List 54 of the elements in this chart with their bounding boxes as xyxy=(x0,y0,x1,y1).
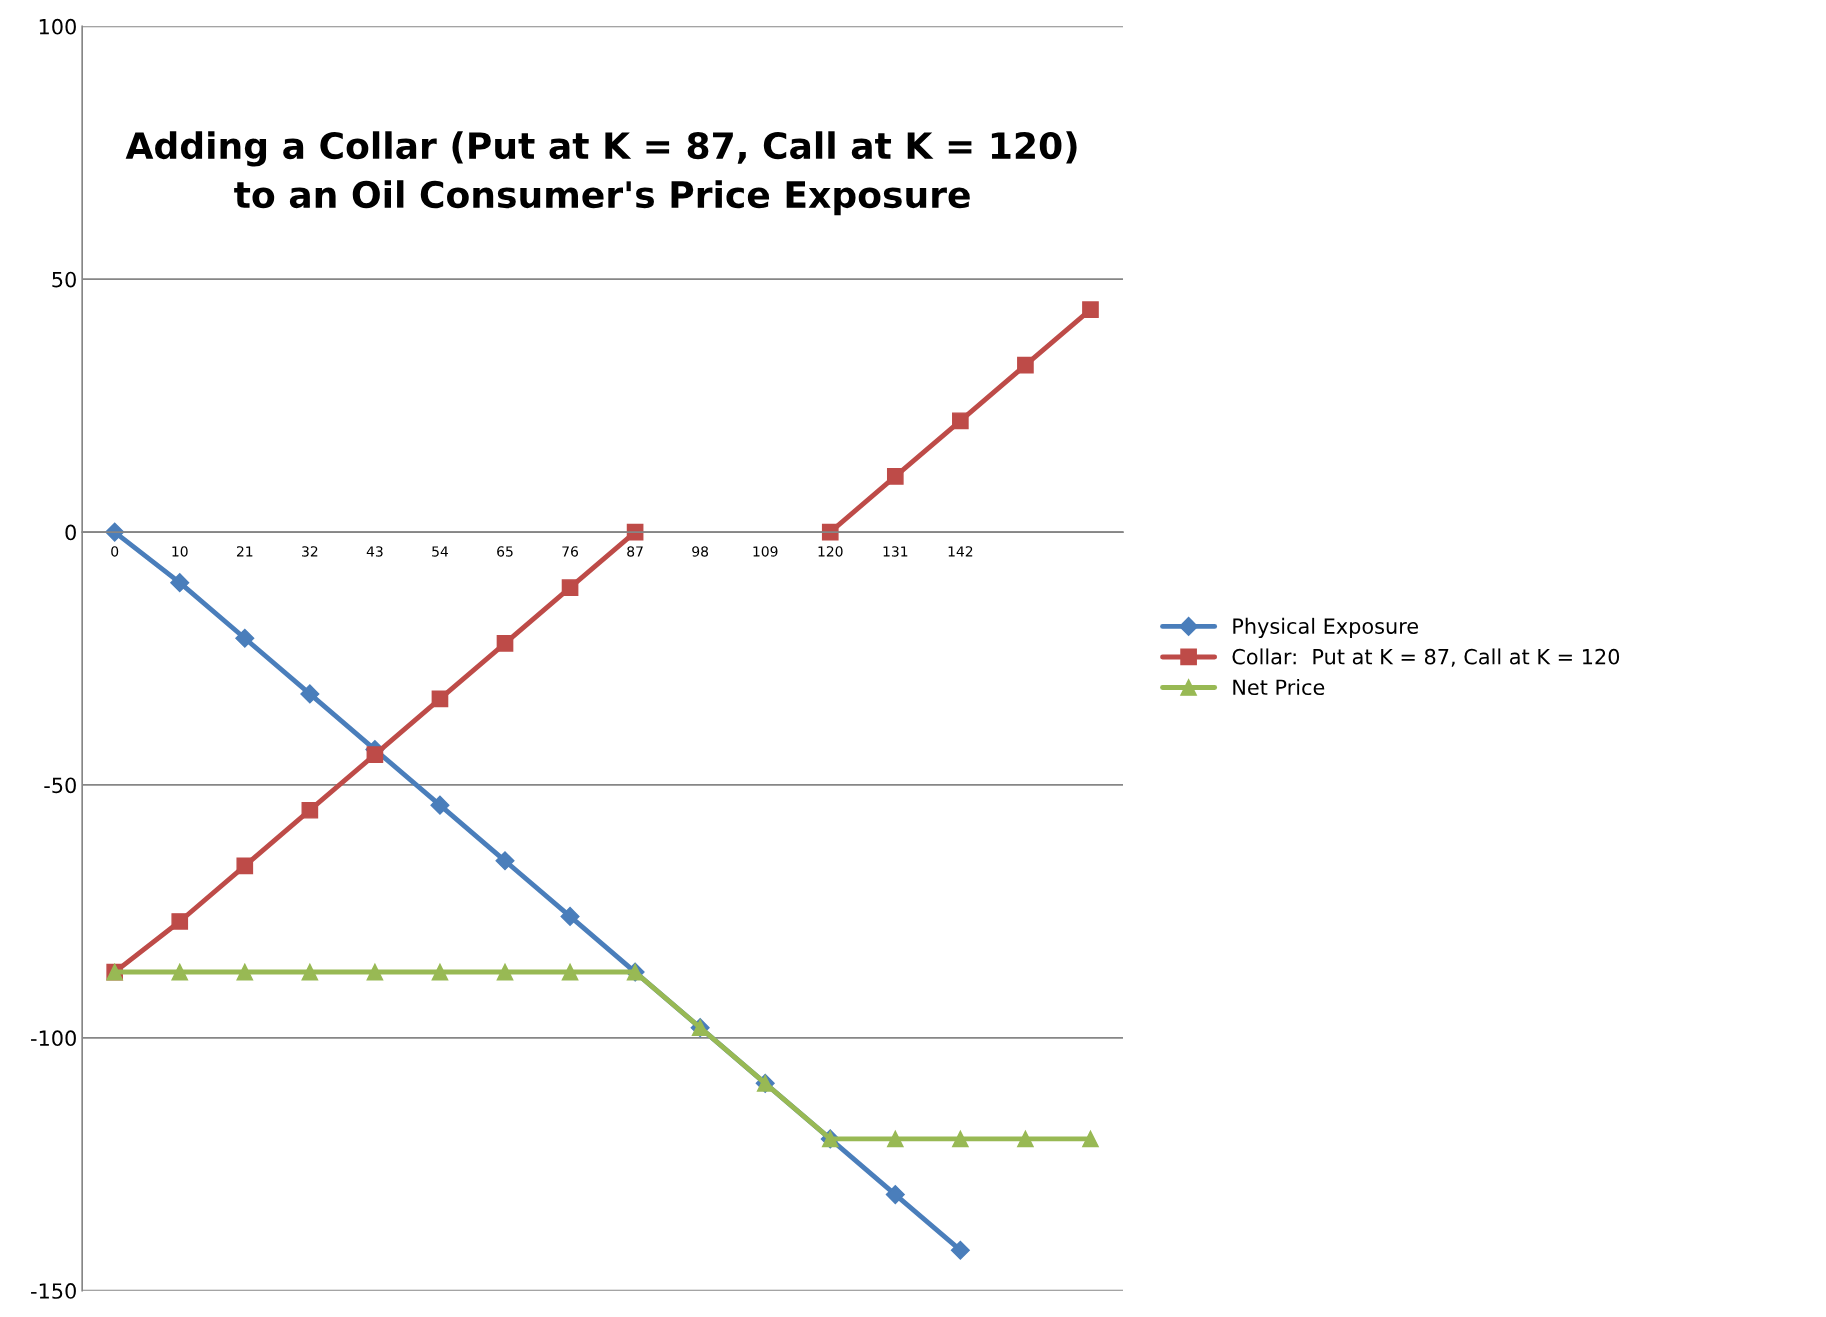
point xyxy=(1082,301,1099,318)
x-tick-label: 87 xyxy=(627,546,643,557)
point xyxy=(950,1240,970,1260)
point xyxy=(952,412,969,430)
point xyxy=(235,628,255,648)
text: Adding a Collar (Put at K = 87, Call at K = 120) to an Oil Consumer's Price Exposure xyxy=(125,131,1077,216)
x-tick-label: 0 xyxy=(111,546,119,557)
point xyxy=(171,963,189,981)
x-tick-label: 98 xyxy=(692,546,709,557)
point xyxy=(236,963,254,981)
x-tick-label: 43 xyxy=(366,546,383,557)
point xyxy=(366,963,384,981)
legend-label: Net Price xyxy=(1233,679,1325,696)
point xyxy=(496,634,514,652)
point xyxy=(560,906,580,926)
point xyxy=(1082,1130,1099,1148)
x-tick-label: 10 xyxy=(172,546,188,557)
y-tick-label: 100 xyxy=(39,18,76,35)
y-tick-label: 0 xyxy=(65,524,76,541)
x-tick-label: 32 xyxy=(302,546,318,557)
legend-label: Collar: Put at K = 87, Call at K = 120 xyxy=(1232,648,1620,667)
x-tick-label: 131 xyxy=(883,546,908,557)
legend-label: Physical Exposure xyxy=(1233,617,1418,638)
x-tick-label: 21 xyxy=(236,546,253,557)
point xyxy=(430,795,450,815)
point xyxy=(170,573,190,593)
point xyxy=(885,1185,905,1205)
x-tick-label: 142 xyxy=(948,546,973,557)
point xyxy=(171,913,189,930)
point xyxy=(561,579,579,597)
point xyxy=(952,1130,969,1148)
y-tick-label: -150 xyxy=(31,1283,76,1299)
point xyxy=(886,1130,904,1148)
x-tick-label: 109 xyxy=(753,546,778,557)
x-tick-label: 120 xyxy=(818,546,843,557)
point xyxy=(300,684,320,704)
point xyxy=(236,857,254,875)
y-tick-label: -100 xyxy=(31,1030,76,1047)
x-tick-label: 54 xyxy=(432,546,449,557)
point xyxy=(1017,356,1034,374)
point xyxy=(431,963,449,981)
point xyxy=(301,801,319,819)
y-tick-label: -50 xyxy=(44,777,76,794)
point xyxy=(561,963,579,981)
point xyxy=(496,963,514,981)
y-tick-label: 50 xyxy=(52,271,76,288)
x-tick-label: 76 xyxy=(562,546,579,557)
point xyxy=(301,963,319,981)
point xyxy=(366,746,384,763)
point xyxy=(431,690,449,708)
point xyxy=(886,468,904,485)
point xyxy=(495,851,515,871)
point xyxy=(1017,1130,1034,1148)
x-tick-label: 65 xyxy=(497,546,513,557)
